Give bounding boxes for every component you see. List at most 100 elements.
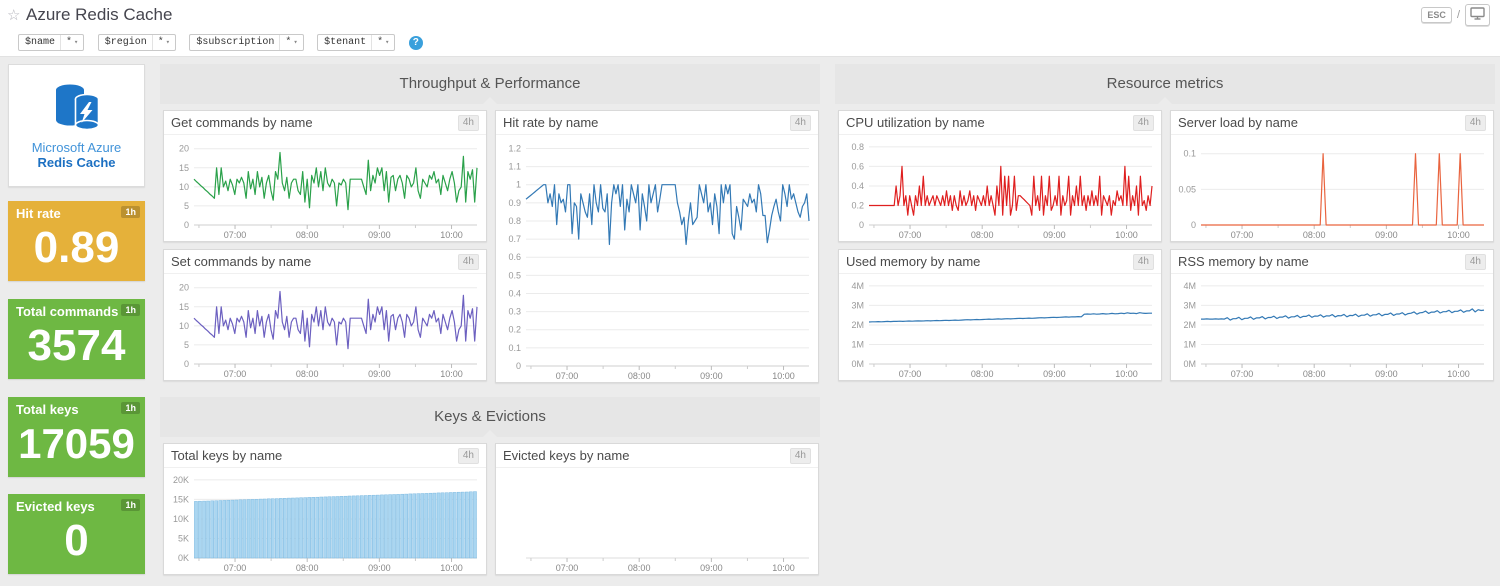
template-var-label: $region xyxy=(104,37,147,49)
svg-text:0.3: 0.3 xyxy=(508,307,521,317)
svg-text:20: 20 xyxy=(179,144,189,154)
fullscreen-button[interactable] xyxy=(1465,4,1490,26)
svg-text:09:00: 09:00 xyxy=(1043,369,1066,379)
svg-text:15K: 15K xyxy=(173,494,189,504)
svg-text:0: 0 xyxy=(1191,220,1196,230)
svg-text:10: 10 xyxy=(179,321,189,331)
svg-text:0.5: 0.5 xyxy=(508,270,521,280)
svg-text:3M: 3M xyxy=(1183,300,1196,310)
star-icon[interactable]: ☆ xyxy=(7,7,21,24)
template-var-subscription[interactable]: $subscription * ▾ xyxy=(189,34,304,52)
svg-text:07:00: 07:00 xyxy=(224,563,247,573)
svg-text:0: 0 xyxy=(184,359,189,369)
svg-text:1M: 1M xyxy=(851,339,864,349)
chart-get-commands[interactable]: Get commands by name 4h 0 5 10 15 20 07:00 08:0… xyxy=(163,110,487,242)
evicted-keys-plot[interactable]: 07:00 08:00 09:00 10:00 xyxy=(496,469,818,574)
template-var-label: $tenant xyxy=(324,37,367,49)
chart-evicted-keys[interactable]: Evicted keys by name 4h 07:00 08:00 09:00 10… xyxy=(495,443,819,575)
template-var-value: * xyxy=(285,37,292,49)
svg-text:07:00: 07:00 xyxy=(224,230,247,240)
svg-text:07:00: 07:00 xyxy=(1231,369,1254,379)
svg-text:10:00: 10:00 xyxy=(1115,369,1138,379)
svg-text:2M: 2M xyxy=(1183,320,1196,330)
template-var-name[interactable]: $name * ▾ xyxy=(18,34,85,52)
svg-text:15: 15 xyxy=(179,163,189,173)
svg-text:08:00: 08:00 xyxy=(296,563,319,573)
svg-text:07:00: 07:00 xyxy=(1231,230,1254,240)
group-keys-evictions[interactable]: Keys & Evictions xyxy=(160,397,820,437)
logo-text-line2: Redis Cache xyxy=(37,155,116,170)
svg-text:20: 20 xyxy=(179,283,189,293)
svg-text:09:00: 09:00 xyxy=(368,563,391,573)
svg-text:1.1: 1.1 xyxy=(508,162,521,172)
template-var-value: * xyxy=(66,37,73,49)
template-var-tenant[interactable]: $tenant * ▾ xyxy=(317,34,396,52)
help-icon[interactable]: ? xyxy=(408,35,423,50)
svg-text:10:00: 10:00 xyxy=(440,563,463,573)
query-value-number: 0.89 xyxy=(33,223,120,272)
svg-text:09:00: 09:00 xyxy=(700,371,723,381)
query-value-evicted-keys: Evicted keys 1h 0 xyxy=(8,494,145,574)
logo-text-line1: Microsoft Azure xyxy=(31,140,122,155)
svg-text:08:00: 08:00 xyxy=(296,369,319,379)
rss-memory-plot[interactable]: 0M 1M 2M 3M 4M 07:00 08:00 09:00 10:00 xyxy=(1171,275,1493,380)
svg-text:0.4: 0.4 xyxy=(508,288,521,298)
chart-title: Get commands by name xyxy=(171,115,313,130)
chart-title: Total keys by name xyxy=(171,448,283,463)
chart-title: Server load by name xyxy=(1178,115,1298,130)
set-commands-plot[interactable]: 0 5 10 15 20 07:00 08:00 09:00 10:00 xyxy=(164,275,486,380)
svg-text:0.8: 0.8 xyxy=(851,142,864,152)
timeframe-badge: 4h xyxy=(457,115,479,131)
svg-text:10:00: 10:00 xyxy=(1447,230,1470,240)
group-throughput-performance[interactable]: Throughput & Performance xyxy=(160,64,820,104)
chart-total-keys[interactable]: Total keys by name 4h 0K 5K 10K 15K 20K 07:00 0… xyxy=(163,443,487,575)
svg-text:0: 0 xyxy=(516,361,521,371)
svg-text:10:00: 10:00 xyxy=(440,230,463,240)
svg-text:09:00: 09:00 xyxy=(1375,230,1398,240)
chart-rss-memory[interactable]: RSS memory by name 4h 0M 1M 2M 3M 4M 07:00 08:0… xyxy=(1170,249,1494,381)
svg-text:0M: 0M xyxy=(851,359,864,369)
used-memory-plot[interactable]: 0M 1M 2M 3M 4M 07:00 08:00 09:00 10:00 xyxy=(839,275,1161,380)
server-load-plot[interactable]: 0 0.05 0.1 07:00 08:00 09:00 10:00 xyxy=(1171,136,1493,241)
group-resource-metrics[interactable]: Resource metrics xyxy=(835,64,1495,104)
svg-text:09:00: 09:00 xyxy=(700,563,723,573)
svg-text:0M: 0M xyxy=(1183,359,1196,369)
chart-set-commands[interactable]: Set commands by name 4h 0 5 10 15 20 07:00 08:0… xyxy=(163,249,487,381)
total-keys-plot[interactable]: 0K 5K 10K 15K 20K 07:00 08:00 09:00 10:00 xyxy=(164,469,486,574)
azure-redis-logo-card: Microsoft Azure Redis Cache xyxy=(8,64,145,187)
chart-cpu-utilization[interactable]: CPU utilization by name 4h 0 0.2 0.4 0.6 0.8 0… xyxy=(838,110,1162,242)
svg-text:10:00: 10:00 xyxy=(440,369,463,379)
chart-title: CPU utilization by name xyxy=(846,115,985,130)
svg-text:1: 1 xyxy=(516,180,521,190)
svg-text:3M: 3M xyxy=(851,300,864,310)
svg-text:0.2: 0.2 xyxy=(851,200,864,210)
top-bar: ☆ Azure Redis Cache ESC / xyxy=(0,0,1500,30)
svg-text:0.8: 0.8 xyxy=(508,216,521,226)
chart-title: Set commands by name xyxy=(171,254,312,269)
chart-used-memory[interactable]: Used memory by name 4h 0M 1M 2M 3M 4M 07:00 08:… xyxy=(838,249,1162,381)
timeframe-badge: 4h xyxy=(1132,115,1154,131)
chevron-down-icon: ▾ xyxy=(385,39,390,48)
cpu-utilization-plot[interactable]: 0 0.2 0.4 0.6 0.8 07:00 08:00 09:00 10:00 xyxy=(839,136,1161,241)
svg-text:0.1: 0.1 xyxy=(508,343,521,353)
template-var-region[interactable]: $region * ▾ xyxy=(97,34,176,52)
esc-key-badge: ESC xyxy=(1421,7,1452,23)
get-commands-plot[interactable]: 0 5 10 15 20 07:00 08:00 09:00 10:00 xyxy=(164,136,486,241)
svg-text:07:00: 07:00 xyxy=(899,230,922,240)
svg-text:0.1: 0.1 xyxy=(1183,149,1196,159)
chevron-down-icon: ▾ xyxy=(293,39,298,48)
chart-server-load[interactable]: Server load by name 4h 0 0.05 0.1 07:00 08:00… xyxy=(1170,110,1494,242)
svg-text:08:00: 08:00 xyxy=(1303,369,1326,379)
svg-text:0.7: 0.7 xyxy=(508,234,521,244)
timeframe-badge: 1h xyxy=(121,402,140,414)
hit-rate-plot[interactable]: 0 0.1 0.2 0.3 0.4 0.5 0.6 0.7 0.8 0.9 1 1.1 1.2 07:00… xyxy=(496,136,818,382)
template-var-label: $name xyxy=(25,37,56,49)
chart-hit-rate[interactable]: Hit rate by name 4h 0 0.1 0.2 0.3 0.4 0.5 0.6 0.… xyxy=(495,110,819,383)
query-value-number: 0 xyxy=(64,516,89,565)
chart-title: Evicted keys by name xyxy=(503,448,630,463)
svg-text:09:00: 09:00 xyxy=(368,230,391,240)
template-var-label: $subscription xyxy=(196,37,275,49)
group-title: Resource metrics xyxy=(1106,75,1224,92)
svg-text:09:00: 09:00 xyxy=(1375,369,1398,379)
svg-text:5: 5 xyxy=(184,340,189,350)
